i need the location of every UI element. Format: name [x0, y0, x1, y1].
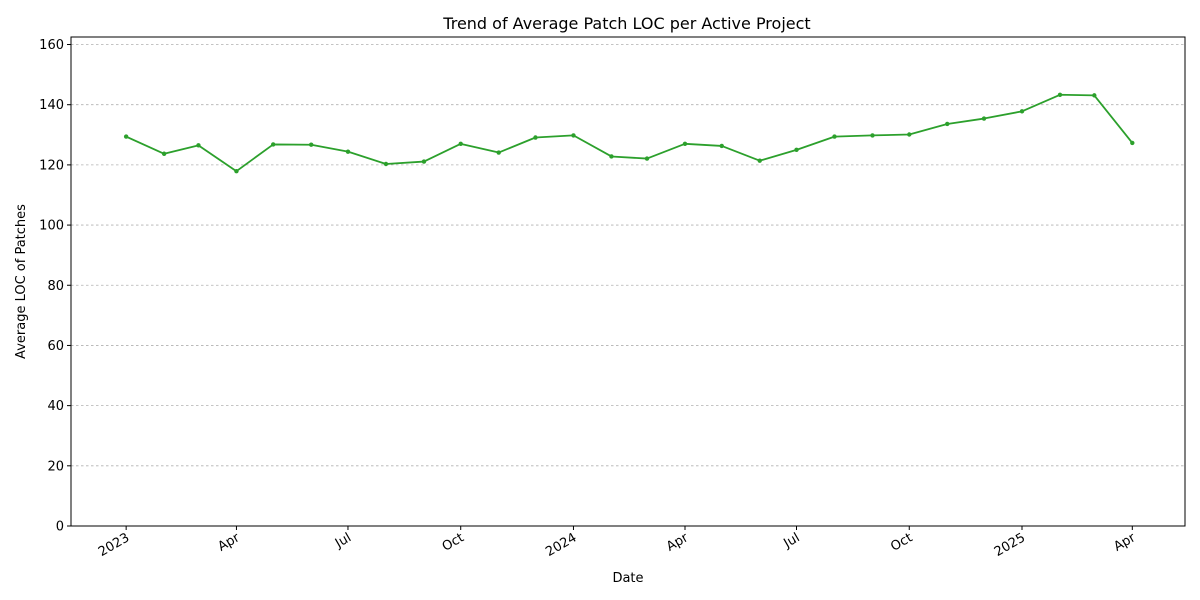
data-point — [644, 156, 650, 161]
y-tick-label: 120 — [39, 158, 64, 173]
data-point — [161, 151, 167, 156]
data-point — [458, 141, 463, 147]
y-tick-label: 0 — [56, 520, 64, 535]
x-tick-label: 2023 — [96, 530, 132, 560]
data-point — [757, 158, 762, 163]
x-tick-label: Jul — [781, 530, 803, 551]
y-tick-label: 40 — [47, 399, 64, 414]
y-tick-label: 100 — [39, 219, 64, 234]
y-axis-label: Average LOC of Patches — [14, 204, 29, 359]
x-tick-label: 2025 — [992, 530, 1028, 560]
data-point — [123, 134, 129, 139]
data-point — [1019, 109, 1025, 114]
data-point — [682, 141, 688, 147]
data-point — [421, 159, 427, 164]
y-tick-label: 20 — [47, 459, 64, 474]
x-tick-label: Apr — [664, 530, 692, 555]
x-tick-label: Jul — [332, 530, 354, 551]
data-point — [907, 132, 912, 137]
y-axis: 0 20 40 60 80 100 120 140 160 — [39, 38, 71, 535]
x-tick-label: Oct — [888, 530, 915, 554]
data-point — [345, 149, 351, 154]
x-tick-label: Oct — [440, 530, 467, 554]
data-point — [271, 142, 276, 147]
data-point — [609, 154, 614, 159]
x-tick-label: Apr — [215, 530, 243, 555]
data-point — [533, 135, 538, 140]
x-axis-label: Date — [612, 571, 643, 586]
plot-frame — [70, 36, 1186, 527]
y-tick-label: 60 — [47, 339, 64, 354]
data-point — [309, 142, 314, 147]
series-layer — [123, 92, 1135, 174]
data-point — [196, 143, 201, 148]
data-point — [1057, 92, 1063, 97]
gridlines — [71, 44, 1185, 467]
data-point — [870, 133, 875, 138]
data-point — [794, 147, 799, 153]
y-tick-label: 140 — [39, 98, 64, 113]
data-point — [832, 134, 837, 139]
y-tick-label: 160 — [39, 38, 64, 53]
data-point — [234, 169, 239, 174]
data-point — [1130, 140, 1135, 146]
data-point — [719, 143, 724, 149]
x-axis: 2023 Apr Jul Oct 2024 Apr Jul Oct 2025 Apr — [96, 526, 1139, 560]
chart-title: Trend of Average Patch LOC per Active Pr… — [442, 14, 810, 33]
data-point — [383, 161, 389, 167]
y-tick-label: 80 — [47, 279, 64, 294]
data-point — [945, 121, 950, 127]
data-point — [571, 133, 576, 138]
data-point — [981, 116, 987, 121]
data-point — [1092, 93, 1097, 98]
x-tick-label: 2024 — [543, 530, 579, 560]
series-line — [125, 93, 1134, 173]
x-tick-label: Apr — [1111, 530, 1139, 555]
data-point — [496, 150, 501, 155]
